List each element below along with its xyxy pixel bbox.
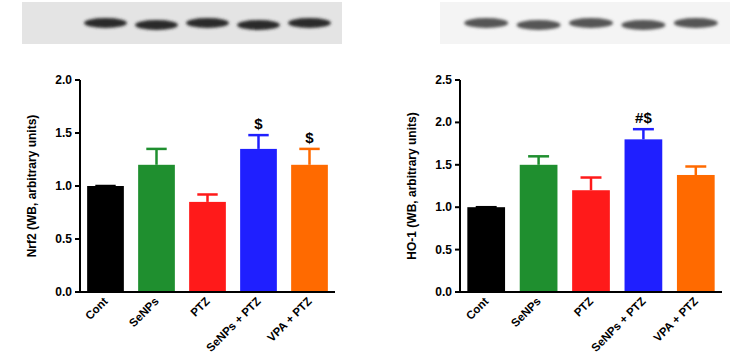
bars — [467, 129, 714, 292]
error-bar — [197, 194, 217, 201]
blot-band — [135, 20, 178, 30]
y-tick — [455, 121, 460, 123]
y-tick — [455, 206, 460, 208]
y-tick-label: 2.5 — [435, 73, 452, 87]
y-tick — [75, 291, 80, 293]
error-bar — [146, 149, 166, 165]
significance-marker: $ — [305, 129, 314, 146]
figure: 0.0 0.5 1.0 1.5 2.0 Nrf2 (WB, arbitrary units… — [0, 0, 750, 360]
error-bar — [248, 135, 268, 149]
x-tick-label: SeNPs — [127, 295, 161, 329]
y-axis-line — [459, 80, 461, 292]
bar — [189, 202, 226, 292]
blot-band — [517, 20, 561, 30]
y-tick — [75, 79, 80, 81]
x-axis-line — [460, 291, 722, 293]
y-tick-label: 2.0 — [55, 73, 72, 87]
blot-band — [237, 20, 280, 30]
blot-band — [569, 18, 613, 28]
error-bar — [685, 166, 706, 174]
blot-background — [22, 2, 342, 44]
x-axis-line — [80, 291, 335, 293]
x-tick-label: PTZ — [188, 295, 212, 319]
blot-image — [440, 2, 730, 44]
y-tick — [75, 185, 80, 187]
x-tick-label: SeNPs + PTZ — [589, 295, 648, 354]
bar — [240, 149, 277, 292]
x-tick-label: Cont — [83, 295, 110, 322]
bar — [677, 175, 715, 292]
y-tick-label: 1.0 — [55, 179, 72, 193]
y-tick — [455, 291, 460, 293]
error-bar — [299, 149, 319, 165]
blot-band — [621, 20, 665, 30]
x-tick-label: SeNPs + PTZ — [204, 295, 263, 354]
y-tick — [455, 164, 460, 166]
blot-image — [22, 2, 342, 44]
y-tick-label: 0.0 — [435, 285, 452, 299]
blot-band — [186, 18, 229, 28]
significance-marker: $ — [254, 115, 263, 132]
x-tick-label: PTZ — [572, 295, 596, 319]
error-bar — [633, 129, 654, 139]
error-bar — [476, 207, 497, 208]
bar — [467, 207, 505, 292]
blot-band — [288, 18, 331, 28]
chart-panel: 0.0 0.5 1.0 1.5 2.0 2.5 HO-1 (WB, arbitrary un… — [405, 2, 730, 354]
x-tick-label: Cont — [464, 295, 491, 322]
bar — [625, 139, 663, 292]
bars — [87, 135, 328, 292]
y-tick-label: 2.0 — [435, 115, 452, 129]
x-tick-label: VPA + PTZ — [265, 295, 314, 344]
y-axis-label: HO-1 (WB, arbitrary units) — [405, 112, 419, 259]
chart-panel: 0.0 0.5 1.0 1.5 2.0 Nrf2 (WB, arbitrary units… — [22, 2, 342, 354]
y-tick-label: 1.5 — [435, 158, 452, 172]
significance-marker: #$ — [635, 109, 652, 126]
y-axis-label: Nrf2 (WB, arbitrary units) — [25, 115, 39, 258]
blot-band — [464, 18, 508, 28]
blot-band — [674, 18, 718, 28]
y-tick-label: 1.0 — [435, 200, 452, 214]
bar — [520, 165, 558, 292]
y-tick — [75, 238, 80, 240]
y-tick — [455, 249, 460, 251]
y-tick — [75, 132, 80, 134]
bar — [138, 165, 175, 292]
blot-background — [440, 2, 730, 44]
bar — [291, 165, 328, 292]
y-tick-label: 0.0 — [55, 285, 72, 299]
y-tick-label: 1.5 — [55, 126, 72, 140]
x-tick-label: SeNPs — [509, 295, 543, 329]
y-tick-label: 0.5 — [55, 232, 72, 246]
error-bar — [528, 156, 549, 164]
error-bar — [581, 178, 602, 191]
y-tick-label: 0.5 — [435, 243, 452, 257]
y-tick — [455, 79, 460, 81]
bar — [572, 190, 610, 292]
x-tick-label: VPA + PTZ — [651, 295, 700, 344]
blot-band — [84, 18, 127, 28]
error-bar — [95, 186, 115, 187]
bar — [87, 186, 124, 292]
